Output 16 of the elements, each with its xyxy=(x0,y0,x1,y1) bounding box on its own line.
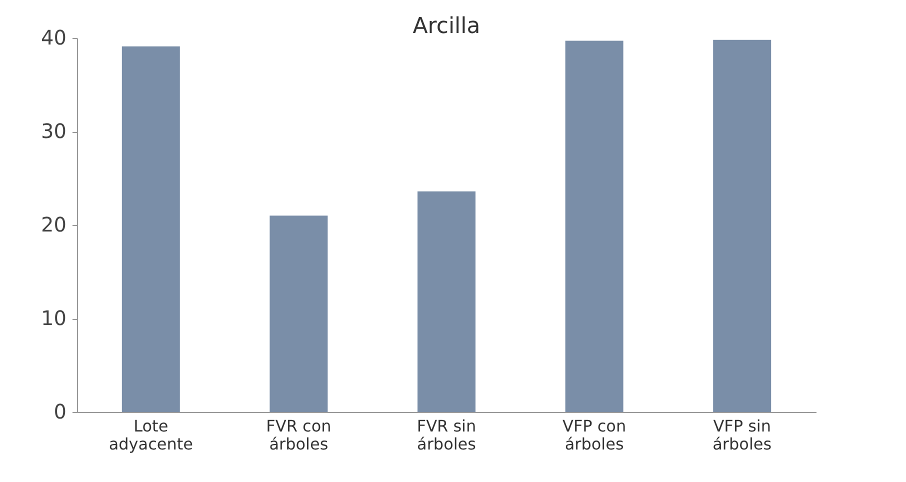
y-tick-label: 20 xyxy=(41,212,66,236)
bar xyxy=(713,40,772,412)
chart-title: Arcilla xyxy=(412,14,480,39)
x-tick-label: VFP sin árboles xyxy=(712,416,772,454)
y-tick-label: 40 xyxy=(41,26,66,50)
y-tick-label: 10 xyxy=(41,306,66,330)
x-tick-label: FVR sin árboles xyxy=(416,416,476,454)
y-tick-label: 0 xyxy=(54,400,66,424)
bar xyxy=(122,46,180,412)
x-tick-label: Lote adyacente xyxy=(108,416,193,454)
bar xyxy=(270,216,328,412)
x-tick-label: FVR con árboles xyxy=(266,416,332,454)
y-tick-label: 30 xyxy=(41,119,66,143)
bar xyxy=(565,40,624,412)
bar xyxy=(418,191,476,412)
x-tick-label: VFP con árboles xyxy=(562,416,626,454)
